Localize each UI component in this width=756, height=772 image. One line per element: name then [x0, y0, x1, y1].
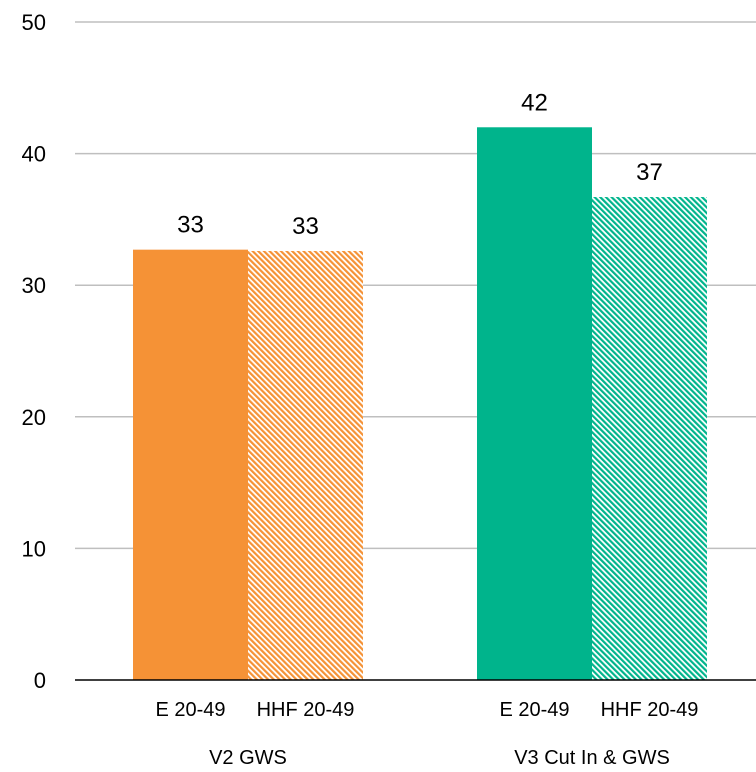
- y-tick-label-50: 50: [22, 10, 46, 35]
- bar-g2-b2: [592, 197, 707, 680]
- group-label-1: V2 GWS: [209, 747, 287, 769]
- y-tick-label-10: 10: [22, 536, 46, 561]
- data-label-g1-b2: 33: [292, 213, 319, 240]
- y-tick-label-20: 20: [22, 405, 46, 430]
- x-axis-group-labels: V2 GWS V3 Cut In & GWS: [209, 747, 670, 769]
- category-label-g1-b2: HHF 20-49: [257, 699, 355, 721]
- y-tick-label-40: 40: [22, 142, 46, 167]
- data-label-g1-b1: 33: [177, 212, 204, 239]
- category-label-g1-b1: E 20-49: [155, 699, 225, 721]
- bar-g1-b1: [133, 249, 248, 680]
- category-label-g2-b2: HHF 20-49: [601, 699, 699, 721]
- y-axis-ticks: 0 10 20 30 40 50: [22, 10, 46, 693]
- bar-g2-b1: [477, 127, 592, 680]
- data-label-g2-b2: 37: [636, 159, 663, 186]
- bar-g1-b2: [248, 250, 363, 680]
- y-tick-label-30: 30: [22, 273, 46, 298]
- bars: [133, 127, 707, 680]
- y-tick-label-0: 0: [34, 668, 46, 693]
- group-label-2: V3 Cut In & GWS: [514, 747, 670, 769]
- data-label-g2-b1: 42: [521, 89, 548, 116]
- x-axis-category-labels: E 20-49 HHF 20-49 E 20-49 HHF 20-49: [155, 699, 698, 721]
- category-label-g2-b1: E 20-49: [499, 699, 569, 721]
- data-labels: 33 33 42 37: [177, 89, 663, 240]
